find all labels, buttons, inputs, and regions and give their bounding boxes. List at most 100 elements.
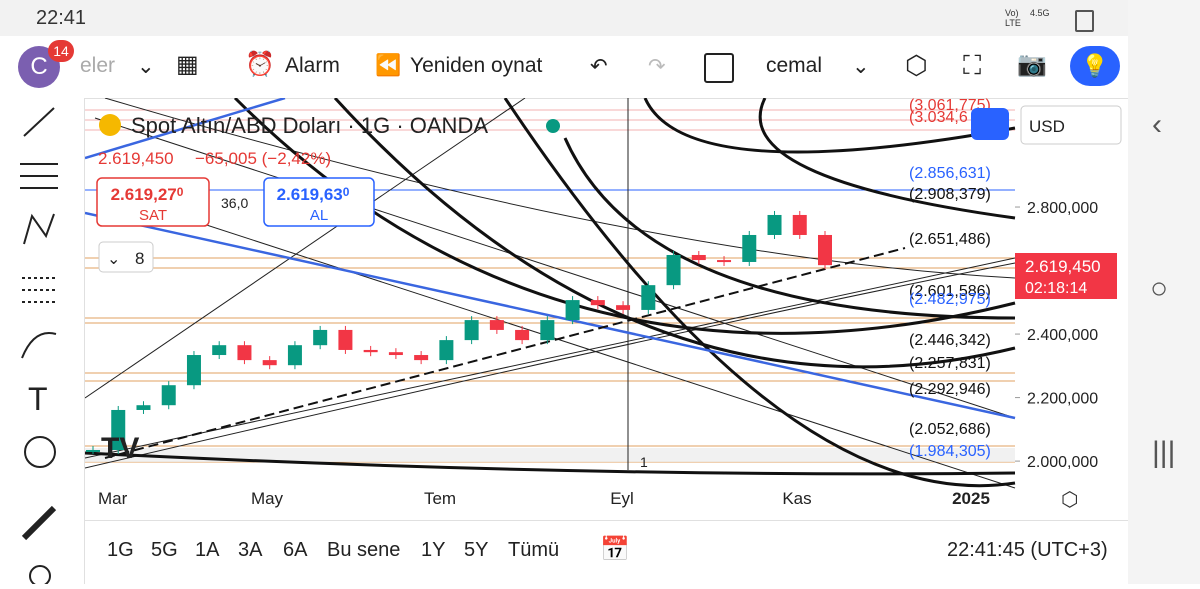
emoji-tool[interactable] (24, 436, 56, 468)
ruler-tool[interactable] (21, 505, 57, 541)
fib-tool[interactable] (20, 163, 58, 189)
level-label: (3.034,6 (909, 109, 968, 126)
candle (186, 355, 201, 386)
trade-price: 2.619,630 (277, 185, 350, 204)
tool-icons: T (20, 107, 58, 587)
candle (464, 320, 479, 341)
watchlist[interactable]: eler (80, 54, 116, 77)
replay-button[interactable]: Yeniden oynat (410, 54, 543, 77)
indicator-toggle (98, 241, 154, 273)
range-button[interactable]: 1A (195, 539, 220, 561)
level-label: (2.257,831) (909, 355, 991, 372)
back[interactable]: ‹ (1152, 108, 1162, 141)
trade-price: 2.619,270 (111, 185, 184, 204)
candle (86, 449, 100, 452)
level-label: (2.856,631) (909, 165, 991, 182)
candle (691, 254, 706, 261)
recents[interactable]: ||| (1152, 436, 1176, 469)
candle (792, 214, 807, 235)
trend-line-tool[interactable] (23, 107, 55, 137)
fan-line (85, 257, 1016, 459)
chart-type[interactable] (704, 53, 734, 83)
clock[interactable]: 22:41:45 (UTC+3) (947, 539, 1108, 561)
candle (590, 300, 605, 306)
range-button[interactable]: 5Y (464, 539, 489, 561)
x-tick-label: May (251, 489, 284, 508)
undo[interactable]: ↶ (590, 55, 608, 78)
bottom-bar: 1G 5G 1A 3A 6A Bu sene 1Y 5Y Tümü 📅 22:41:45 (UTC+… (85, 520, 1128, 585)
trade-label: SAT (139, 207, 167, 224)
currency: USD (1029, 117, 1065, 136)
symbol-logo (99, 114, 121, 136)
level-label: (2.651,486) (909, 231, 991, 248)
trade-box (263, 177, 375, 227)
level-label: (2.446,342) (909, 332, 991, 349)
x-tick-label: Mar (98, 489, 128, 508)
y-tick-label: 2.400,000 (1027, 327, 1098, 344)
candle (111, 409, 126, 450)
network-speed: 4.5G (1030, 8, 1050, 18)
date-range-icon[interactable]: 📅 (600, 536, 630, 563)
y-tick-label: 2.000,000 (1027, 454, 1098, 471)
event-marker: 1 (640, 454, 648, 470)
arc (563, 137, 1016, 320)
price-tag-label: 2.619,450 (1025, 257, 1101, 276)
ideas[interactable]: 💡 (1070, 46, 1120, 86)
level-label: (2.292,946) (909, 381, 991, 398)
dropdown-icon[interactable]: ⌄ (137, 55, 155, 78)
channel-line (85, 98, 286, 160)
market-status (546, 119, 560, 133)
fan-line (184, 217, 1016, 489)
fullscreen[interactable]: ⛶ (963, 50, 982, 80)
layout-icon[interactable]: ▦ (176, 51, 199, 78)
layout-name[interactable]: cemal (766, 54, 823, 77)
price-sup: 0 (343, 185, 350, 199)
range-button[interactable]: Tümü (508, 539, 560, 561)
clock: 22:41 (36, 7, 87, 29)
battery (1075, 10, 1094, 32)
alarm-button[interactable]: Alarm (285, 54, 340, 77)
candle (212, 345, 227, 356)
brush-tool[interactable] (21, 332, 57, 359)
currency-box (1020, 105, 1122, 145)
watermark: TV (101, 432, 139, 465)
trade-box (96, 177, 210, 227)
projection-tool[interactable] (22, 277, 58, 303)
x-tick-label: Kas (782, 489, 811, 508)
level-label: (2.908,379) (909, 186, 991, 203)
candle (363, 349, 378, 353)
chart: 2.000,000 2.200,000 2.400,000 2.800,000 (3.0… (85, 98, 1122, 511)
level-label: (1.984,305) (909, 443, 991, 460)
settings[interactable]: ⬡ (905, 50, 928, 80)
trade-label: AL (310, 207, 328, 224)
range-button[interactable]: 5G (151, 539, 178, 561)
candle (489, 320, 504, 330)
sync-button (971, 108, 1009, 140)
axis-settings: ⬡ (1061, 489, 1078, 511)
candle (338, 329, 353, 350)
arc (758, 98, 1016, 220)
y-tick-label: 2.200,000 (1027, 391, 1098, 408)
redo[interactable]: ↷ (648, 55, 666, 78)
candle (641, 285, 656, 310)
zoom-tool[interactable] (29, 565, 51, 587)
arc (643, 98, 1016, 154)
replay-icon[interactable]: ⏪ (375, 54, 402, 77)
pattern-tool[interactable] (23, 213, 55, 245)
countdown: 02:18:14 (1025, 280, 1087, 297)
range-button[interactable]: 1Y (421, 539, 446, 561)
layout-dropdown[interactable]: ⌄ (852, 55, 870, 78)
range-button[interactable]: 6A (283, 539, 308, 561)
range-button[interactable]: 3A (238, 539, 263, 561)
candle (666, 254, 681, 286)
candle (717, 260, 732, 263)
symbol: Spot Altın/ABD Doları · 1G · OANDA (131, 113, 488, 138)
home[interactable]: ○ (1150, 272, 1169, 305)
toolbar: C 14 eler ⌄ ▦ ⏰ Alarm ⏪ Yeniden oynat ↶ … (0, 36, 1128, 99)
text-tool[interactable]: T (28, 381, 48, 417)
price-sup: 0 (177, 185, 184, 199)
alarm-icon[interactable]: ⏰ (245, 51, 275, 78)
screenshot[interactable]: 📷 (1017, 51, 1047, 78)
range-button[interactable]: Bu sene (327, 539, 401, 561)
range-button[interactable]: 1G (107, 539, 134, 561)
